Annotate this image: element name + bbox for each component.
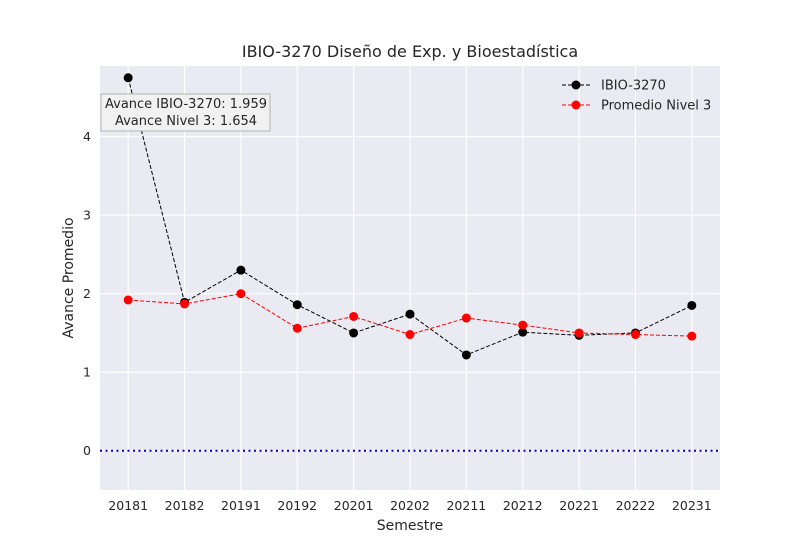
y-tick-label: 3 — [83, 208, 91, 223]
y-tick-label: 4 — [83, 129, 91, 144]
annotation-line-2: Avance Nivel 3: 1.654 — [115, 114, 257, 129]
x-tick-label: 20212 — [503, 498, 543, 513]
legend-label-ibio: IBIO-3270 — [601, 79, 666, 94]
data-point — [349, 311, 359, 321]
x-tick-label: 20202 — [390, 498, 430, 513]
annotation-background — [100, 93, 271, 132]
x-axis-title: Semestre — [377, 518, 444, 534]
x-tick-label: 20222 — [616, 498, 656, 513]
y-tick-label: 1 — [83, 365, 91, 380]
data-point — [630, 330, 640, 340]
data-point — [574, 328, 584, 338]
legend-item-ibio: IBIO-3270 — [562, 79, 666, 94]
y-tick-label: 0 — [83, 443, 91, 458]
series-1 — [123, 289, 697, 341]
data-point — [292, 300, 302, 310]
data-point — [687, 300, 697, 310]
x-tick-label: 20211 — [446, 498, 486, 513]
data-point — [236, 265, 246, 275]
grid-lines — [100, 66, 720, 490]
annotation-line-1: Avance IBIO-3270: 1.959 — [105, 97, 267, 112]
data-point — [292, 323, 302, 333]
x-tick-label: 20231 — [672, 498, 712, 513]
x-tick-label: 20221 — [559, 498, 599, 513]
x-tick-label: 20182 — [165, 498, 205, 513]
legend: IBIO-3270 Promedio Nivel 3 — [562, 79, 711, 114]
chart-title: IBIO-3270 Diseño de Exp. y Bioestadístic… — [242, 42, 578, 61]
data-point — [180, 299, 190, 309]
x-tick-label: 20201 — [334, 498, 374, 513]
data-point — [405, 309, 415, 319]
data-point — [518, 320, 528, 330]
data-point — [405, 330, 415, 340]
legend-marker-ibio — [571, 80, 581, 90]
data-point — [236, 289, 246, 299]
legend-label-nivel3: Promedio Nivel 3 — [601, 99, 711, 114]
series-line — [127, 77, 693, 356]
data-point — [123, 73, 133, 83]
data-point — [461, 313, 471, 323]
data-point — [461, 350, 471, 360]
data-point — [518, 327, 528, 337]
y-axis-title: Avance Promedio — [61, 217, 77, 338]
series-group — [123, 73, 697, 360]
tick-labels: 0 1 2 3 4 20181 20182 20191 20192 20201 20202 20211… — [83, 129, 712, 513]
x-tick-label: 20192 — [277, 498, 317, 513]
x-tick-label: 20181 — [108, 498, 148, 513]
legend-marker-nivel3 — [571, 100, 581, 110]
data-point — [123, 295, 133, 305]
x-tick-label: 20191 — [221, 498, 261, 513]
legend-item-nivel3: Promedio Nivel 3 — [562, 99, 711, 114]
annotation-box: Avance IBIO-3270: 1.959 Avance Nivel 3: … — [100, 93, 271, 132]
y-tick-label: 2 — [83, 286, 91, 301]
data-point — [349, 328, 359, 338]
data-point — [687, 331, 697, 341]
